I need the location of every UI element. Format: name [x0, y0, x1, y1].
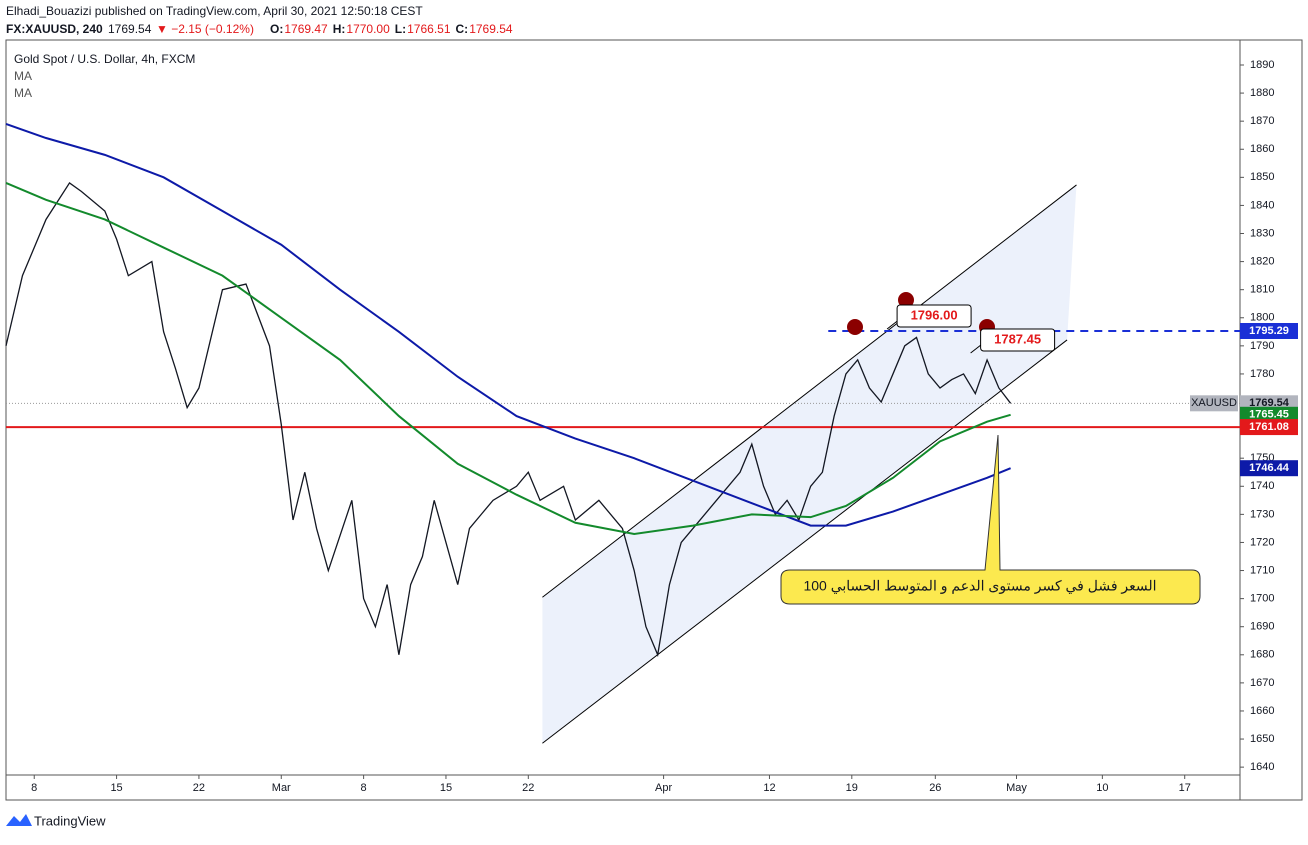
publisher: Elhadi_Bouazizi published on TradingView…	[6, 4, 423, 18]
price-tag	[1240, 419, 1298, 436]
y-tick-label: 1690	[1250, 621, 1274, 633]
price-tag	[1240, 460, 1298, 477]
logo	[6, 814, 32, 826]
callout-box	[896, 304, 972, 328]
ohlc-label: L:	[395, 22, 406, 36]
x-tick-label: 12	[763, 782, 775, 794]
ohlc-label: O:	[270, 22, 283, 36]
y-tick-label: 1700	[1250, 593, 1274, 605]
plot-area	[5, 123, 1240, 744]
x-tick-label: 19	[846, 782, 858, 794]
ohlc-value: 1769.47	[284, 22, 328, 36]
ohlc-value: 1770.00	[346, 22, 390, 36]
price-tag-label: 1769.54	[1249, 397, 1290, 409]
frame	[5, 39, 1303, 801]
y-tick-label: 1830	[1250, 227, 1274, 239]
y-tick-label: 1840	[1250, 199, 1274, 211]
signal-icon	[847, 319, 863, 335]
y-tick-label: 1890	[1250, 59, 1274, 71]
legend-entry: MA	[14, 69, 32, 83]
symbol-tag	[1190, 395, 1238, 412]
signal-icons	[847, 292, 995, 335]
y-tick-label: 1670	[1250, 677, 1274, 689]
y-tick-label: 1640	[1250, 761, 1274, 773]
price-tag	[1240, 406, 1298, 423]
x-tick-label: 15	[110, 782, 122, 794]
ohlc-value: 1769.54	[469, 22, 513, 36]
x-tick-label: 17	[1179, 782, 1191, 794]
y-tick-label: 1870	[1250, 115, 1274, 127]
series-line	[5, 123, 1011, 527]
x-tick-label: Mar	[272, 782, 291, 794]
x-tick-label: May	[1006, 782, 1027, 794]
symbol-tag-label: XAUUSD	[1191, 397, 1237, 409]
x-tick-label: 26	[929, 782, 941, 794]
instrument: Gold Spot / U.S. Dollar, 4h, FXCM	[14, 52, 195, 66]
symbol: FX:XAUUSD, 240	[6, 22, 103, 36]
annotation-box: السعر فشل في كسر مستوى الدعم و المتوسط ا…	[780, 434, 1201, 605]
price-tag-label: 1761.08	[1249, 421, 1289, 433]
callout-label: 1787.45	[994, 331, 1041, 346]
y-tick-label: 1730	[1250, 508, 1274, 520]
y-tick-label: 1880	[1250, 87, 1274, 99]
y-tick-label: 1650	[1250, 733, 1274, 745]
legend-entry: MA	[14, 86, 32, 100]
price-tag	[1240, 322, 1298, 339]
callout-label: 1796.00	[911, 307, 958, 322]
x-tick-label: 15	[440, 782, 452, 794]
y-tick-label: 1800	[1250, 312, 1274, 324]
x-tick-label: 22	[522, 782, 534, 794]
y-tick-label: 1710	[1250, 564, 1274, 576]
y-tick-label: 1660	[1250, 705, 1274, 717]
price-tag-label: 1746.44	[1249, 462, 1290, 474]
footer-brand: TradingView	[34, 813, 106, 828]
x-tick-label: Apr	[655, 782, 672, 794]
y-tick-label: 1810	[1250, 284, 1274, 296]
x-tick-label: 8	[31, 782, 37, 794]
series-line	[5, 182, 1011, 536]
y-tick-label: 1780	[1250, 368, 1274, 380]
change: ▼ −2.15 (−0.12%)	[156, 22, 254, 36]
price-tag-label: 1795.29	[1249, 325, 1289, 337]
series-line	[5, 182, 1012, 658]
signal-icon	[898, 292, 914, 308]
y-tick-label: 1860	[1250, 143, 1274, 155]
ohlc-label: C:	[456, 22, 469, 36]
y-tick-label: 1790	[1250, 340, 1274, 352]
y-tick-label: 1720	[1250, 536, 1274, 548]
annotation-bubble	[780, 434, 1201, 605]
x-tick-label: 10	[1096, 782, 1108, 794]
quote-line: FX:XAUUSD, 240 1769.54 ▼ −2.15 (−0.12%)	[6, 22, 254, 36]
x-tick-label: 22	[193, 782, 205, 794]
y-tick-label: 1850	[1250, 171, 1274, 183]
price-tag-label: 1765.45	[1249, 409, 1289, 421]
ohlc-label: H:	[333, 22, 346, 36]
footer: TradingView	[6, 813, 106, 828]
ohlc-value: 1766.51	[407, 22, 451, 36]
channel-line	[542, 339, 1068, 744]
y-tick-label: 1680	[1250, 649, 1274, 661]
last-price: 1769.54	[108, 22, 152, 36]
channel-line	[542, 184, 1077, 598]
x-tick-label: 8	[361, 782, 367, 794]
callout-box	[980, 328, 1056, 352]
y-tick-label: 1820	[1250, 256, 1274, 268]
annotation-text: السعر فشل في كسر مستوى الدعم و المتوسط ا…	[803, 578, 1156, 595]
y-tick-label: 1740	[1250, 480, 1274, 492]
